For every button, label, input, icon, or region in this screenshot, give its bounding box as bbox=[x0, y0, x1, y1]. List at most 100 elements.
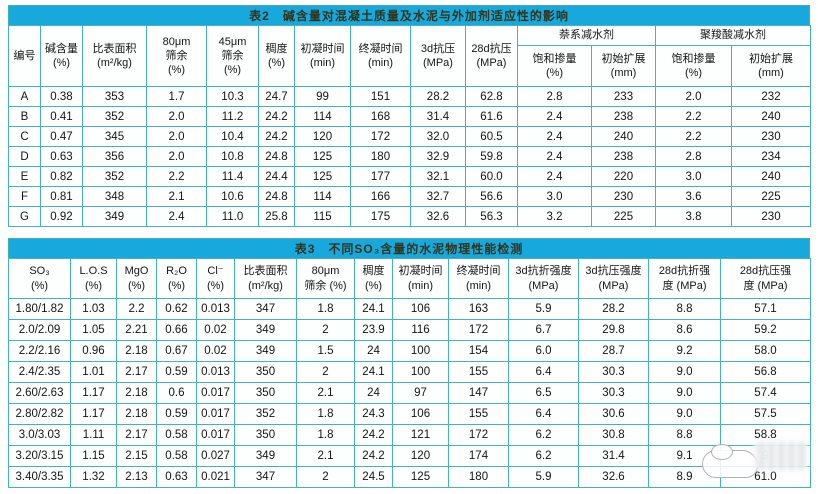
cell: 2.13 bbox=[116, 466, 157, 488]
cell: 0.02 bbox=[196, 319, 235, 341]
table3-header-row: SO₃ (%) L.O.S (%) MgO (%) R₂O (%) Cl⁻ (%… bbox=[8, 258, 811, 299]
cell: 24.1 bbox=[354, 298, 393, 320]
cell: 356 bbox=[82, 146, 147, 167]
cell: 0.6 bbox=[156, 382, 197, 404]
table-row: C 0.47 345 2.0 10.4 24.2 120 172 32.0 60.5 2.4 240 2… bbox=[8, 126, 811, 147]
cell: 11.0 bbox=[206, 206, 259, 227]
table-row: B 0.41 352 2.0 11.2 24.2 114 168 31.4 61.6 2.4 238 2… bbox=[8, 106, 811, 127]
cell: 1.7 bbox=[146, 86, 207, 107]
cell: 2.17 bbox=[116, 424, 157, 446]
table-row: 3.20/3.15 1.15 2.15 0.58 0.027 349 2.1 24.2 120 1… bbox=[8, 445, 811, 467]
cell: 57.4 bbox=[720, 382, 811, 404]
cell: 6.2 bbox=[508, 445, 579, 467]
cell: 234 bbox=[731, 146, 811, 167]
col-header: 初始扩展 (mm) bbox=[591, 45, 656, 87]
cell: 230 bbox=[731, 126, 811, 147]
cell: F bbox=[8, 186, 41, 207]
cell: 2.4 bbox=[517, 126, 592, 147]
cell: 2.60/2.63 bbox=[8, 382, 71, 404]
cell: 24.7 bbox=[258, 86, 295, 107]
col-header: 碱含量 (%) bbox=[40, 25, 83, 87]
cell: 163 bbox=[448, 298, 509, 320]
cell: 28.2 bbox=[578, 298, 649, 320]
cell: 0.59 bbox=[156, 403, 197, 425]
cell: 32.6 bbox=[410, 206, 466, 227]
cell: 2.18 bbox=[116, 403, 157, 425]
cell: 172 bbox=[448, 424, 509, 446]
cell: 97 bbox=[392, 382, 449, 404]
table-row: D 0.63 356 2.0 10.8 24.8 125 180 32.9 59.8 2.4 238 2… bbox=[8, 146, 811, 167]
cell: 0.63 bbox=[40, 146, 83, 167]
cell: 2.4/2.35 bbox=[8, 361, 71, 383]
cell: 1.17 bbox=[70, 403, 117, 425]
cell: 30.3 bbox=[578, 361, 649, 383]
col-header: 终凝时间 (min) bbox=[448, 258, 509, 299]
cell: 353 bbox=[82, 86, 147, 107]
col-header: 初凝时间 (min) bbox=[392, 258, 449, 299]
cell: 24.2 bbox=[354, 445, 393, 467]
cell: 114 bbox=[294, 106, 351, 127]
cell: E bbox=[8, 166, 41, 187]
cell: 240 bbox=[591, 126, 656, 147]
cell: 155 bbox=[448, 403, 509, 425]
cell: 2.8 bbox=[517, 86, 592, 107]
cell: 31.4 bbox=[578, 445, 649, 467]
col-header: 3d抗折强度 (MPa) bbox=[508, 258, 579, 299]
cell: 0.58 bbox=[156, 424, 197, 446]
cell: 125 bbox=[294, 146, 351, 167]
cell: 116 bbox=[392, 319, 449, 341]
cell: 2.1 bbox=[296, 445, 355, 467]
cell: 3.0 bbox=[655, 166, 732, 187]
cell: 2 bbox=[296, 466, 355, 488]
cell: 125 bbox=[294, 166, 351, 187]
cell: 240 bbox=[731, 106, 811, 127]
table3-block: 表3 不同SO₃含量的水泥物理性能检测 SO₃ (%) L.O.S (%) Mg… bbox=[8, 238, 811, 488]
cell: 106 bbox=[392, 298, 449, 320]
cell: 240 bbox=[731, 166, 811, 187]
cell: 5.9 bbox=[508, 298, 579, 320]
cell: 23.9 bbox=[354, 319, 393, 341]
col-header: 45μm 筛余 (%) bbox=[206, 25, 259, 87]
table-row: 2.4/2.35 1.01 2.17 0.59 0.013 350 2 24.1 100 155 6… bbox=[8, 361, 811, 383]
cell: 349 bbox=[234, 340, 297, 362]
cell: 1.15 bbox=[70, 445, 117, 467]
table3-title: 表3 不同SO₃含量的水泥物理性能检测 bbox=[8, 238, 810, 258]
cell: 154 bbox=[448, 340, 509, 362]
cell: 8.8 bbox=[648, 298, 721, 320]
cell: 2.2 bbox=[655, 106, 732, 127]
cell: 352 bbox=[82, 166, 147, 187]
cell: G bbox=[8, 206, 41, 227]
cell: 9.1 bbox=[648, 445, 721, 467]
cell: 60.0 bbox=[465, 166, 518, 187]
col-header: 80μm 筛余 (%) bbox=[146, 25, 207, 87]
col-header: SO₃ (%) bbox=[8, 258, 71, 299]
cell: 57.5 bbox=[720, 403, 811, 425]
cell: 28.2 bbox=[410, 86, 466, 107]
cell: 3.0/3.03 bbox=[8, 424, 71, 446]
cell: 2.4 bbox=[517, 146, 592, 167]
cell: 232 bbox=[731, 86, 811, 107]
cell: 24.8 bbox=[258, 186, 295, 207]
col-header: 比表面积 (m²/kg) bbox=[234, 258, 297, 299]
col-header: 饱和掺量 (%) bbox=[517, 45, 592, 87]
cell: 230 bbox=[591, 186, 656, 207]
cell: A bbox=[8, 86, 41, 107]
cell: 32.0 bbox=[410, 126, 466, 147]
table2-body: A 0.38 353 1.7 10.3 24.7 99 151 28.2 62.8 2.8 233 2.… bbox=[8, 86, 811, 227]
cell: 1.8 bbox=[296, 424, 355, 446]
cell: 10.3 bbox=[206, 86, 259, 107]
table2-header-row-1: 编号 碱含量 (%) 比表面积 (m²/kg) 80μm 筛余 (%) 45μm… bbox=[8, 25, 811, 87]
cell: 0.41 bbox=[40, 106, 83, 127]
cell: 2.17 bbox=[116, 361, 157, 383]
cell: 115 bbox=[294, 206, 351, 227]
cell: 9.0 bbox=[648, 361, 721, 383]
col-header: 3d抗压强度 (MPa) bbox=[578, 258, 649, 299]
cell: 180 bbox=[350, 146, 411, 167]
cell: 6.4 bbox=[508, 361, 579, 383]
cell: 352 bbox=[234, 403, 297, 425]
cell: 59.8 bbox=[465, 146, 518, 167]
cell: 6.7 bbox=[508, 319, 579, 341]
cell: 32.6 bbox=[578, 466, 649, 488]
cell: 106 bbox=[392, 403, 449, 425]
table2-header-row-2: 饱和掺量 (%) 初始扩展 (mm) 饱和掺量 (%) 初始扩展 (mm) bbox=[9, 45, 811, 87]
